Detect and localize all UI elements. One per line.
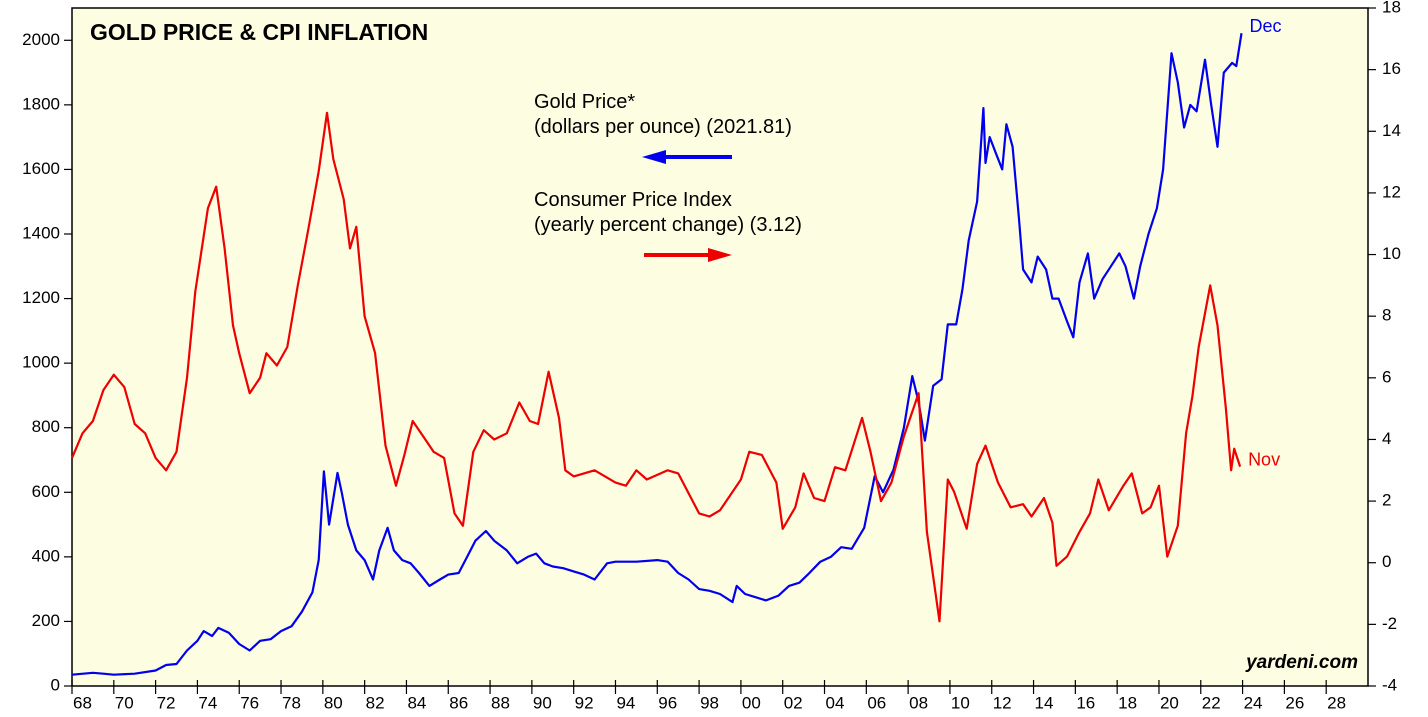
y-tick-label: 2000	[22, 30, 60, 49]
end-label: Dec	[1250, 16, 1282, 36]
x-tick-label: 14	[1035, 693, 1054, 712]
y-tick-label: 800	[32, 417, 60, 436]
x-tick-label: 02	[784, 693, 803, 712]
y-tick-label: 200	[32, 611, 60, 630]
legend-name: Consumer Price Index	[534, 189, 732, 211]
legend-arrowhead	[708, 248, 732, 262]
x-tick-label: 70	[115, 693, 134, 712]
y-tick-label: 400	[32, 546, 60, 565]
plot-background	[71, 7, 1369, 687]
legend-note: (yearly percent change) (3.12)	[534, 214, 802, 236]
end-label: Nov	[1248, 449, 1280, 469]
x-tick-label: 92	[575, 693, 594, 712]
y-tick-label: 1600	[22, 159, 60, 178]
y2-tick-label: 12	[1382, 182, 1401, 201]
x-tick-label: 28	[1327, 693, 1346, 712]
series-line	[71, 33, 1243, 676]
x-tick-label: 84	[407, 693, 426, 712]
y-tick-label: 1800	[22, 94, 60, 113]
x-tick-label: 12	[993, 693, 1012, 712]
y2-tick-label: 0	[1382, 552, 1391, 571]
x-tick-label: 20	[1160, 693, 1179, 712]
x-tick-label: 26	[1285, 693, 1304, 712]
x-tick-label: 80	[324, 693, 343, 712]
y2-tick-label: 8	[1382, 306, 1391, 325]
y-tick-label: 1400	[22, 223, 60, 242]
y2-tick-label: 16	[1382, 59, 1401, 78]
source: yardeni.com	[1245, 652, 1358, 673]
chart-title: GOLD PRICE & CPI INFLATION	[90, 19, 428, 45]
y2-tick-label: -4	[1382, 675, 1397, 694]
x-tick-label: 98	[700, 693, 719, 712]
y2-tick-label: 18	[1382, 0, 1401, 16]
legend-note: (dollars per ounce) (2021.81)	[534, 116, 792, 138]
x-tick-label: 10	[951, 693, 970, 712]
x-tick-label: 86	[449, 693, 468, 712]
x-tick-label: 72	[157, 693, 176, 712]
y2-tick-label: -2	[1382, 614, 1397, 633]
x-tick-label: 78	[282, 693, 301, 712]
y-tick-label: 1200	[22, 288, 60, 307]
x-tick-label: 22	[1202, 693, 1221, 712]
legend-name: Gold Price*	[534, 91, 635, 113]
x-tick-label: 00	[742, 693, 761, 712]
x-tick-label: 74	[198, 693, 217, 712]
y-tick-label: 0	[51, 675, 60, 694]
x-tick-label: 82	[366, 693, 385, 712]
y2-tick-label: 2	[1382, 491, 1391, 510]
x-tick-label: 16	[1076, 693, 1095, 712]
x-tick-label: 18	[1118, 693, 1137, 712]
y2-tick-label: 6	[1382, 367, 1391, 386]
x-tick-label: 04	[826, 693, 845, 712]
x-tick-label: 90	[533, 693, 552, 712]
y-tick-label: 600	[32, 482, 60, 501]
x-tick-label: 68	[73, 693, 92, 712]
legend-arrowhead	[642, 150, 666, 164]
y2-tick-label: 10	[1382, 244, 1401, 263]
y2-tick-label: 4	[1382, 429, 1391, 448]
x-tick-label: 94	[616, 693, 635, 712]
series-line	[70, 111, 1242, 623]
x-tick-label: 88	[491, 693, 510, 712]
x-tick-label: 76	[240, 693, 259, 712]
y2-tick-label: 14	[1382, 121, 1401, 140]
x-tick-label: 06	[867, 693, 886, 712]
y-tick-label: 1000	[22, 353, 60, 372]
x-tick-label: 24	[1244, 693, 1263, 712]
x-tick-label: 08	[909, 693, 928, 712]
x-tick-label: 96	[658, 693, 677, 712]
